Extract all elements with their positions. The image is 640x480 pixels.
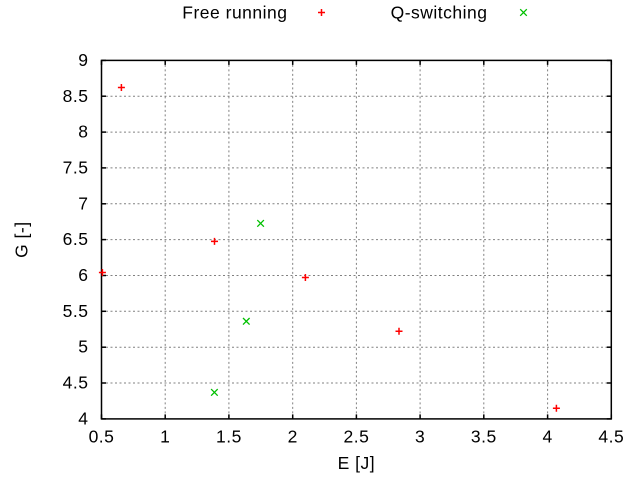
svg-text:Free running: Free running — [182, 3, 287, 23]
svg-text:8.5: 8.5 — [63, 86, 89, 106]
svg-text:6.5: 6.5 — [63, 229, 89, 249]
svg-text:0.5: 0.5 — [89, 427, 115, 447]
svg-text:E [J]: E [J] — [338, 453, 376, 473]
svg-text:G [-]: G [-] — [12, 221, 32, 258]
svg-text:2.5: 2.5 — [343, 427, 369, 447]
svg-text:4.5: 4.5 — [63, 373, 89, 393]
svg-text:7.5: 7.5 — [63, 157, 89, 177]
svg-text:4: 4 — [542, 427, 552, 447]
svg-text:3: 3 — [415, 427, 425, 447]
svg-text:7: 7 — [78, 193, 88, 213]
svg-text:1: 1 — [160, 427, 170, 447]
svg-text:8: 8 — [78, 122, 88, 142]
svg-text:2: 2 — [288, 427, 298, 447]
svg-text:6: 6 — [78, 265, 88, 285]
svg-text:4.5: 4.5 — [598, 427, 624, 447]
svg-text:Q-switching: Q-switching — [391, 3, 488, 23]
svg-text:1.5: 1.5 — [216, 427, 242, 447]
svg-text:5: 5 — [78, 337, 88, 357]
svg-text:5.5: 5.5 — [63, 301, 89, 321]
svg-text:4: 4 — [78, 408, 88, 428]
svg-text:9: 9 — [78, 50, 88, 70]
svg-text:3.5: 3.5 — [471, 427, 497, 447]
